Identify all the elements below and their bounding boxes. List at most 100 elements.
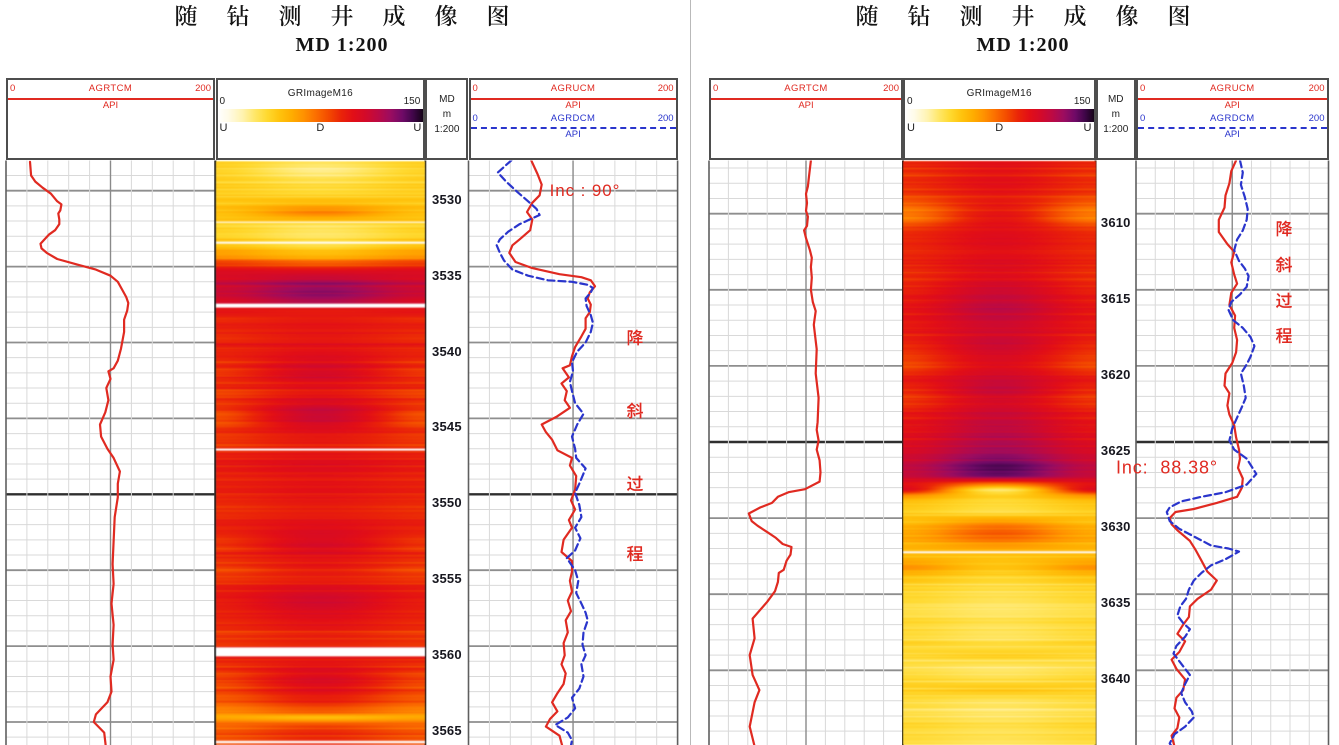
curve-min-label: 0: [472, 112, 478, 124]
image-max-label: 150: [403, 95, 421, 107]
annotation-cjk-char: [1276, 220, 1293, 242]
depth-label: 3550: [432, 495, 462, 511]
header-gr-image-track: GRImageM16 0 150 U D U: [215, 78, 426, 160]
cjk-char-降: [627, 329, 644, 346]
curve-scale-row: 0 AGRTCM 200: [711, 83, 901, 94]
depth-label: 3630: [1100, 519, 1131, 535]
depth-unit-label: m: [442, 109, 452, 120]
curve-min-label: 0: [1140, 112, 1146, 124]
depth-name-label: MD: [439, 94, 455, 105]
curve-AGRUCM: [508, 160, 597, 745]
curve-min-label: 0: [1140, 82, 1146, 94]
cjk-char-像: [435, 4, 457, 27]
curve-min-label: 0: [713, 82, 719, 94]
curve-AGRDCM: [495, 160, 595, 745]
curve-min-label: 0: [472, 82, 478, 94]
depth-scale-label: 1:200: [434, 124, 460, 135]
annotation-cjk-char: [626, 475, 644, 497]
cjk-char-图: [488, 5, 509, 27]
depth-label: 3635: [1100, 595, 1131, 611]
cjk-char-钻: [226, 4, 249, 27]
depth-unit-label: m: [1111, 109, 1120, 120]
cjk-char-测: [960, 5, 982, 27]
image-min-label: 0: [219, 95, 226, 107]
panel-1-graphics: [5, 160, 679, 745]
cjk-char-井: [1012, 4, 1034, 27]
curve-scale-row: 0 AGRUCM 200: [471, 83, 676, 94]
panel-separator: [690, 0, 691, 745]
grid-gr-left: [5, 160, 216, 745]
image-min-label: 0: [907, 95, 913, 107]
image-orientation-labels: U D U: [907, 122, 1092, 134]
annotation-cjk-char: [626, 545, 644, 567]
curve-scale-row: 0 AGRUCM 200: [1138, 83, 1327, 94]
header-gr-left-track: 0 AGRTCM 200 API: [6, 78, 215, 160]
panel-2-graphics: [708, 160, 1330, 745]
depth-label: 3565: [432, 723, 462, 738]
image-colorbar: [905, 108, 1094, 122]
curve-max-label: 200: [657, 112, 674, 124]
curve-style-line: [1138, 97, 1327, 100]
cjk-char-程: [626, 545, 643, 562]
annotation-cjk-char: [627, 329, 644, 351]
depth-label: 3560: [432, 647, 462, 663]
header-depth-track: MD m 1:200: [1095, 78, 1136, 160]
depth-label: 3545: [432, 419, 462, 435]
image-name-label: GRImageM16: [966, 88, 1032, 99]
curve-style-line-dashed: [1138, 126, 1327, 129]
curve-style-line: [470, 97, 676, 100]
curve-name-label: AGRTCM: [784, 82, 828, 94]
cjk-char-过: [1275, 292, 1293, 309]
orientation-up-right: U: [1083, 121, 1092, 134]
depth-label: 3620: [1100, 366, 1131, 382]
depth-label: 3555: [432, 571, 462, 587]
cjk-char-图: [1169, 5, 1190, 27]
curve-style-line: [8, 97, 213, 100]
curve-max-label: 200: [657, 82, 674, 94]
header-gr-right-track: 0 AGRUCM 200 API 0 AGRDCM 200 API: [468, 78, 678, 160]
cjk-char-程: [1275, 327, 1292, 344]
curve-max-label: 200: [1308, 112, 1325, 124]
curve-AGRUCM: [1168, 160, 1244, 745]
curve-AGRTCM: [747, 160, 822, 745]
header-depth-track: MD m 1:200: [425, 78, 469, 160]
cjk-char-斜: [1275, 256, 1293, 273]
curve-max-label: 200: [1308, 82, 1325, 94]
curve-scale-row: 0 AGRTCM 200: [8, 83, 213, 94]
cjk-char-测: [279, 5, 301, 27]
curve-scale-row: 0 AGRDCM 200: [1138, 113, 1327, 124]
grid-gr-left: [708, 160, 904, 745]
curve-name-label: AGRDCM: [1209, 112, 1255, 124]
depth-name-label: MD: [1107, 94, 1124, 105]
image-max-label: 150: [1073, 95, 1091, 107]
curve-unit-label: API: [565, 99, 581, 111]
header-gr-right-track: 0 AGRUCM 200 API 0 AGRDCM 200 API: [1136, 78, 1329, 160]
cjk-char-成: [383, 4, 405, 27]
curve-max-label: 200: [883, 82, 899, 94]
cjk-char-钻: [907, 4, 930, 27]
image-orientation-labels: U D U: [220, 122, 422, 134]
depth-label: 3625: [1100, 443, 1131, 458]
curve-name-label: AGRDCM: [550, 112, 596, 124]
curve-max-label: 200: [195, 82, 211, 94]
curve-unit-label: API: [1224, 128, 1240, 140]
curve-AGRTCM: [28, 160, 130, 745]
grid-gr-right: [467, 160, 679, 745]
orientation-up-left: U: [907, 121, 915, 134]
cjk-char-成: [1064, 4, 1086, 27]
cjk-char-随: [857, 4, 878, 27]
depth-label: 3540: [432, 343, 462, 359]
curve-style-line-dashed: [470, 126, 676, 129]
image-name-label: GRImageM16: [287, 88, 354, 99]
depth-label: 3530: [432, 191, 462, 207]
depth-label: 3615: [1100, 290, 1131, 306]
orientation-up-right: U: [413, 121, 422, 134]
cjk-char-过: [626, 475, 644, 492]
gr-image-heatmap: [903, 160, 1096, 745]
curve-unit-label: API: [102, 99, 119, 111]
annotation-cjk-char: [1275, 327, 1293, 349]
depth-scale-subtitle: MD 1:200: [295, 34, 389, 56]
cjk-char-随: [176, 4, 197, 27]
panel-title: [856, 4, 1191, 27]
